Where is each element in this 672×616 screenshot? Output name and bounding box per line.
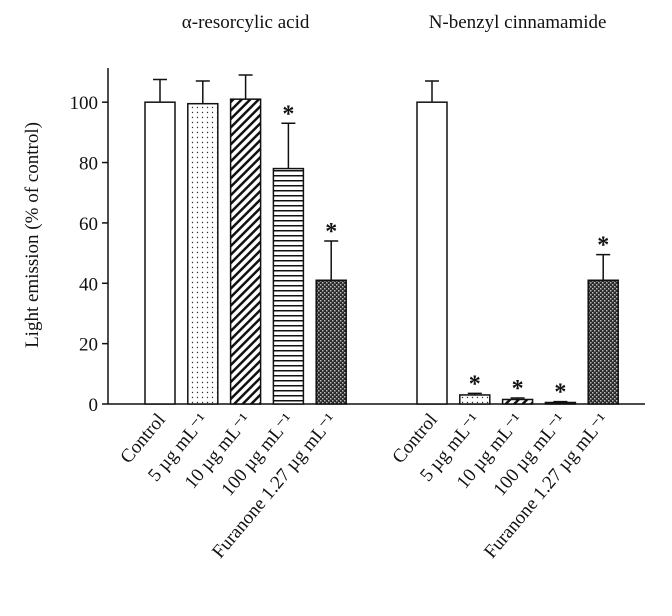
significance-marker: * bbox=[325, 219, 337, 245]
y-tick-label: 0 bbox=[89, 395, 99, 416]
bar bbox=[315, 279, 347, 405]
error-bar bbox=[153, 78, 167, 103]
bar bbox=[587, 279, 619, 405]
significance-marker: * bbox=[282, 101, 294, 127]
significance-marker: * bbox=[554, 380, 566, 406]
error-bar bbox=[553, 400, 568, 403]
bar bbox=[144, 101, 176, 405]
error-bar bbox=[324, 240, 339, 281]
error-bar bbox=[467, 392, 482, 395]
error-bar bbox=[238, 74, 253, 100]
y-tick-label: 60 bbox=[79, 214, 98, 235]
error-bar bbox=[195, 80, 210, 104]
bar bbox=[416, 101, 448, 405]
y-tick-label: 40 bbox=[79, 274, 98, 295]
y-axis-label: Light emission (% of control) bbox=[22, 122, 43, 348]
error-bar bbox=[596, 253, 611, 281]
error-bar bbox=[281, 122, 296, 169]
significance-marker: * bbox=[512, 376, 524, 402]
group-title: α-resorcylic acid bbox=[182, 12, 310, 33]
group-title: N-benzyl cinnamamide bbox=[429, 12, 607, 33]
significance-marker: * bbox=[597, 233, 609, 259]
bar bbox=[272, 167, 305, 405]
error-bar bbox=[425, 80, 439, 103]
y-tick-label: 20 bbox=[79, 335, 98, 356]
y-tick-label: 80 bbox=[79, 154, 98, 175]
bar bbox=[187, 102, 219, 405]
bar bbox=[229, 98, 262, 405]
significance-marker: * bbox=[469, 371, 481, 397]
y-tick-label: 100 bbox=[70, 93, 99, 114]
error-bar bbox=[510, 397, 525, 400]
